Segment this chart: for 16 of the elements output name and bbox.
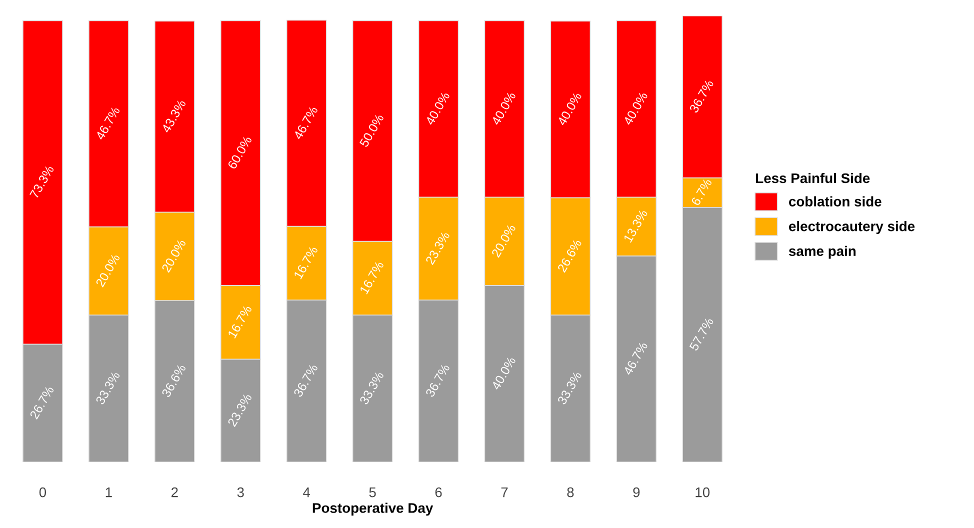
legend-label: electrocautery side xyxy=(789,221,915,234)
x-tick-label: 8 xyxy=(567,487,574,498)
x-tick-label: 4 xyxy=(303,488,310,498)
legend-title: Less Painful Side xyxy=(756,172,870,184)
x-tick-label: 9 xyxy=(633,487,640,498)
x-axis-title: Postoperative Day xyxy=(312,502,434,516)
x-tick-label: 3 xyxy=(237,487,244,498)
x-tick-label: 6 xyxy=(435,487,442,498)
legend-label: same pain xyxy=(788,246,856,259)
x-tick-label: 10 xyxy=(696,487,710,498)
x-tick-label: 0 xyxy=(39,487,46,498)
x-tick-label: 7 xyxy=(501,488,508,498)
legend-label: coblation side xyxy=(789,196,882,206)
x-tick-label: 2 xyxy=(171,487,178,498)
x-tick-label: 5 xyxy=(369,488,376,498)
x-tick-label: 1 xyxy=(106,488,112,498)
